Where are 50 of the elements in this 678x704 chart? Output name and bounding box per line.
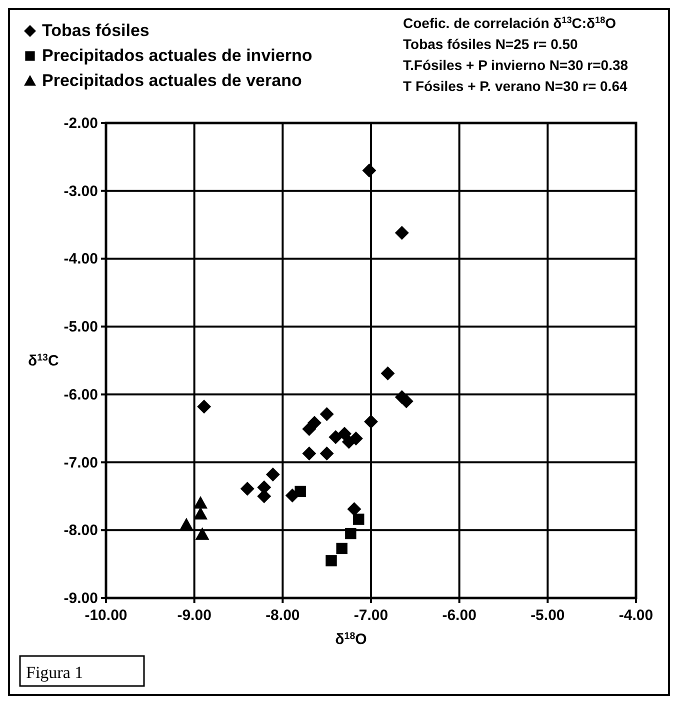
point: [399, 394, 414, 408]
text: Tobas fósiles N=25 r= 0.50: [403, 36, 578, 52]
text: Coefic. de correlación δ$^{13}$C:δ$^{18}$O: [403, 15, 616, 31]
x-tick-label: -10.00: [84, 607, 128, 624]
point: [179, 518, 194, 530]
point: [326, 555, 337, 566]
y-tick-label: -8.00: [64, 522, 98, 540]
point: [342, 434, 356, 449]
point: [394, 226, 409, 240]
point: [266, 468, 280, 482]
y-tick-label: -3.00: [64, 182, 98, 200]
text: T.Fósiles + P invierno N=30 r=0.38: [403, 57, 628, 73]
x-tick-label: -9.00: [177, 607, 212, 624]
x-tick-label: -8.00: [266, 607, 300, 624]
y-tick-label: -6.00: [64, 386, 98, 404]
point: [347, 502, 362, 516]
point: [328, 430, 343, 444]
legend-label: Precipitados actuales de invierno: [42, 46, 312, 65]
point: [320, 446, 334, 460]
point: [240, 482, 254, 496]
point: [302, 422, 316, 436]
point: [302, 446, 316, 460]
y-tick-label: -5.00: [64, 318, 98, 336]
text: T Fósiles + P. verano N=30 r= 0.64: [403, 78, 628, 94]
point: [364, 414, 378, 429]
x-tick-label: -6.00: [442, 607, 476, 624]
x-tick-label: -4.00: [618, 607, 654, 624]
point: [320, 407, 334, 422]
point: [336, 542, 348, 554]
y-tick-label: -2.00: [64, 115, 98, 132]
y-axis-title: δ$^{13}$C: [28, 352, 59, 370]
y-tick-label: -4.00: [64, 250, 98, 268]
y-tick-label: -9.00: [64, 590, 98, 607]
legend-label: Tobas fósiles: [42, 21, 150, 40]
x-axis-title: δ$^{18}$O: [335, 630, 368, 648]
point: [197, 400, 212, 414]
point: [194, 506, 208, 520]
point: [353, 514, 364, 525]
point: [195, 527, 210, 540]
point: [362, 164, 376, 178]
y-tick-label: -7.00: [64, 454, 98, 472]
point: [294, 486, 306, 498]
x-tick-label: -7.00: [354, 607, 388, 624]
point: [338, 426, 352, 441]
point: [345, 528, 356, 540]
text: Figura 1: [26, 663, 84, 682]
point: [380, 366, 395, 380]
legend-label: Precipitados actuales de verano: [42, 71, 302, 90]
point: [194, 496, 208, 509]
x-tick-label: -5.00: [530, 607, 565, 624]
